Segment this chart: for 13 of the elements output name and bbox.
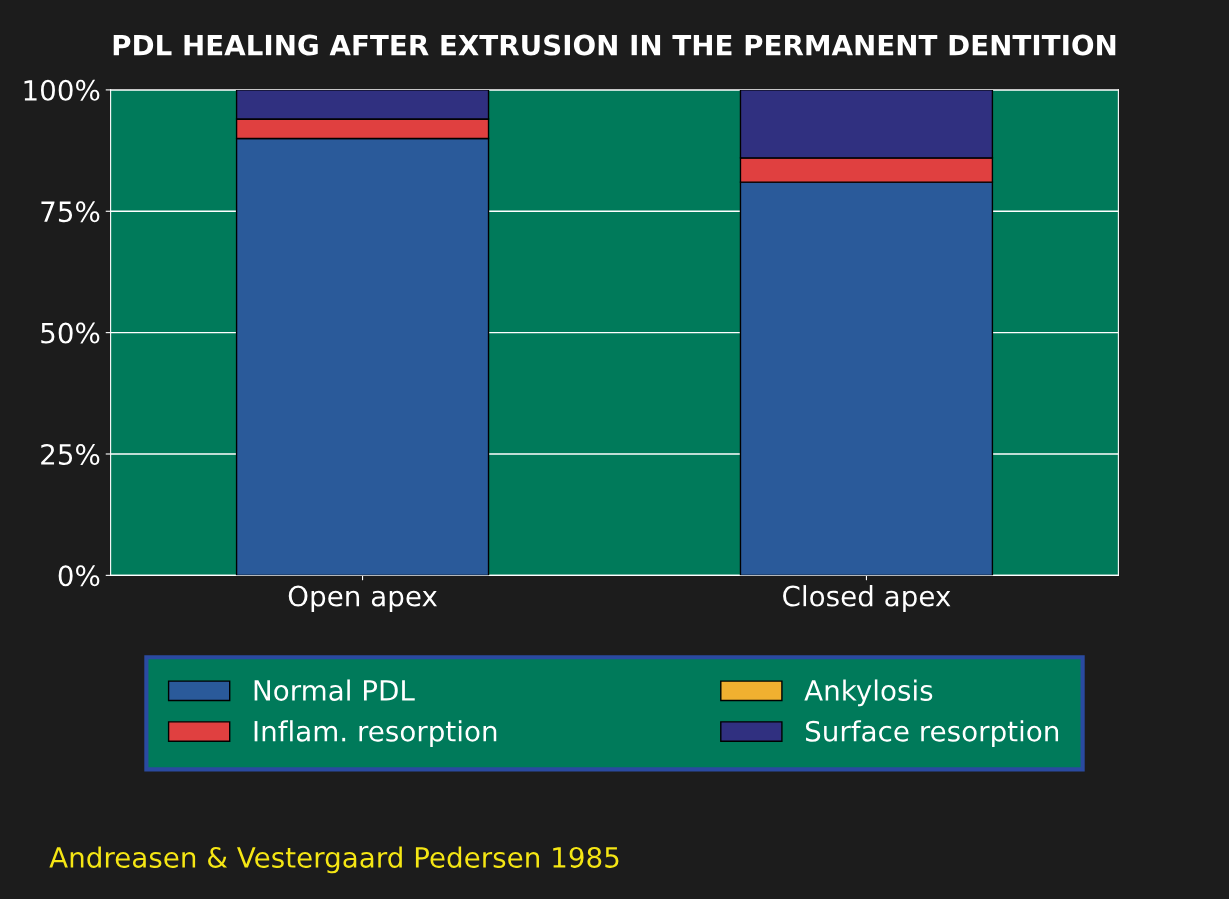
y-tick-label: 75%: [41, 201, 100, 223]
y-tick-label: 0%: [58, 565, 100, 587]
y-tick-label: 100%: [24, 79, 100, 101]
y-tick-label: 25%: [41, 443, 100, 465]
text: Andreasen & Vestergaard Pedersen 1985: [49, 846, 619, 874]
y-tick-label: 50%: [41, 322, 100, 344]
legend-label: Normal PDL: [254, 679, 415, 701]
legend-label: Surface resorption: [805, 720, 1059, 748]
legend-label: Inflam. resorption: [254, 720, 497, 748]
legend-label: Ankylosis: [804, 679, 933, 707]
x-tick-label: Open apex: [288, 585, 437, 612]
x-tick-label: Closed apex: [783, 585, 951, 612]
chart-title: PDL HEALING AFTER EXTRUSION IN THE PERMANENT DENTITION: [113, 34, 1116, 56]
